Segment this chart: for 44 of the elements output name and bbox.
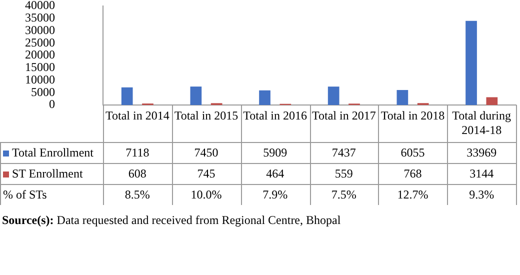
data-label: 7450 [194, 146, 218, 160]
data-label: 7118 [126, 146, 150, 160]
bar [486, 97, 498, 105]
source-note: Source(s): Data requested and received from Regional Centre, Bhopal [2, 213, 342, 228]
y-tick-label: 10000 [25, 72, 55, 86]
x-tick-label: Total in 2015 [174, 108, 238, 122]
data-label: 608 [128, 166, 146, 181]
data-label: 559 [334, 166, 353, 181]
data-label: 3144 [470, 166, 494, 181]
data-label: 10.0% [190, 188, 222, 202]
x-tick-label: Total in 2014 [106, 108, 170, 122]
y-tick-label: 15000 [25, 60, 55, 74]
y-tick-label: 0 [49, 97, 55, 112]
data-label: 9.3% [469, 188, 494, 202]
data-label: 7.9% [262, 188, 288, 202]
bar [190, 86, 202, 105]
text: % of STs [3, 188, 48, 202]
y-tick-label: 25000 [25, 35, 55, 50]
data-label: 7437 [332, 146, 356, 160]
x-tick-label: Total during 2014-18 [452, 108, 511, 137]
data-label: 7.5% [331, 188, 356, 202]
legend-label: Total Enrollment [12, 146, 94, 160]
data-label: 12.7% [397, 188, 428, 202]
y-tick-label: 40000 [25, 0, 55, 12]
data-label: 33969 [466, 146, 497, 160]
bar [259, 90, 270, 105]
data-label: 6055 [400, 146, 425, 160]
y-tick-label: 35000 [25, 10, 55, 25]
legend-label: ST Enrollment [12, 166, 84, 181]
y-tick-label: 5000 [31, 84, 55, 99]
data-label: 464 [266, 166, 284, 181]
y-tick-label: 30000 [25, 22, 55, 37]
data-label: 5909 [263, 146, 288, 160]
x-tick-label: Total in 2016 [243, 108, 307, 122]
bar [121, 87, 133, 105]
y-tick-label: 20000 [25, 48, 55, 62]
bar [466, 20, 477, 105]
x-tick-label: Total in 2017 [312, 108, 376, 122]
x-tick-label: Total in 2018 [380, 108, 445, 122]
data-label: 768 [404, 166, 422, 181]
data-label: 8.5% [124, 188, 150, 202]
bar [328, 86, 340, 105]
bar [396, 90, 408, 105]
data-label: 745 [197, 166, 216, 181]
